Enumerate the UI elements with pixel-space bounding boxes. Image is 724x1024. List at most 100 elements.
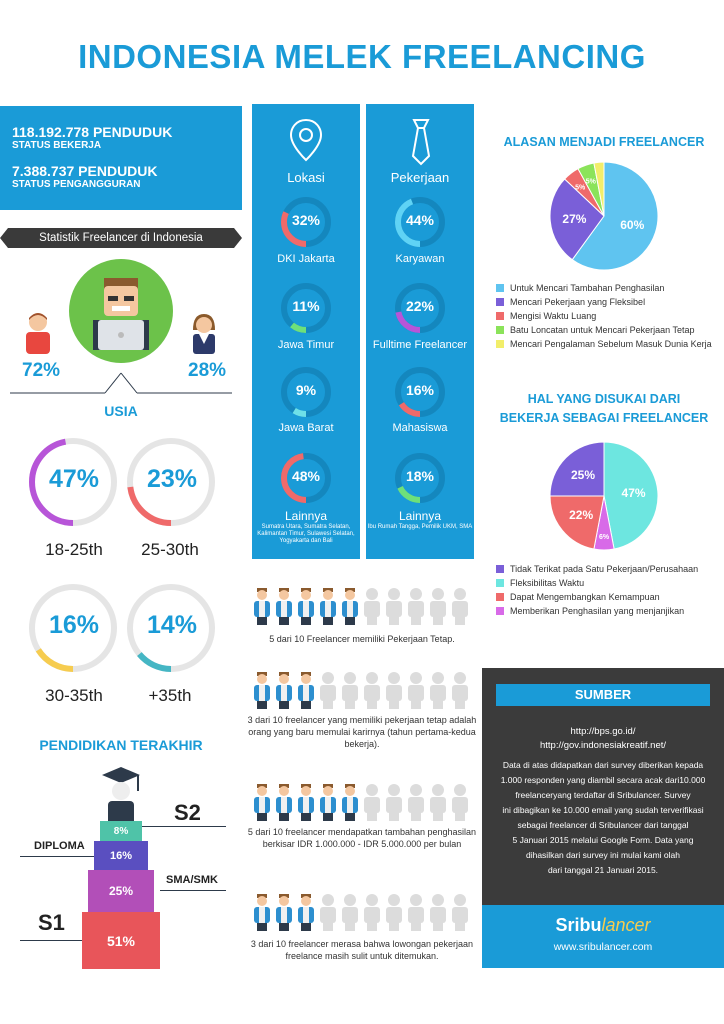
likes-legend: Tidak Terikat pada Satu Pekerjaan/Perusa… (496, 562, 720, 618)
source-line: dari tanggal 21 Januari 2015. (547, 865, 659, 875)
likes-pie-label: 47% (622, 486, 646, 500)
source-line: 5 Januari 2015 melalui Google Form. Data… (512, 835, 694, 845)
reasons-legend-item: Mencari Pekerjaan yang Fleksibel (496, 295, 720, 309)
person-icon (452, 672, 468, 709)
reasons-pie-label: 60% (620, 218, 644, 232)
s2-label: S2 (174, 800, 201, 825)
edu-bar-diploma: 16% (94, 841, 148, 870)
person-icon (342, 784, 358, 821)
reasons-pie-slice (549, 178, 605, 261)
age-ring-arc (29, 584, 117, 672)
people-row-2-text: 3 dari 10 freelancer yang memiliki peker… (247, 715, 477, 749)
location-pct-dki: 32% (291, 212, 321, 228)
age-label-30-35: 30-35th (45, 686, 103, 705)
reasons-legend-item: Batu Loncatan untuk Mencari Pekerjaan Te… (496, 323, 720, 337)
person-icon (342, 588, 358, 625)
location-ring-arc (281, 283, 331, 333)
reasons-legend-item: Mengisi Waktu Luang (496, 309, 720, 323)
source-line: freelanceryang terdaftar di Sribulancer.… (515, 790, 691, 800)
people-row-4-text: 3 dari 10 freelancer merasa bahwa lowong… (250, 939, 474, 961)
diploma-label: DIPLOMA (34, 840, 85, 852)
job-note: Ibu Rumah Tangga, Pemilik UKM, SMA (367, 524, 473, 530)
person-icon (386, 894, 402, 931)
location-note: Sumatra Utara, Sumatra Selatan, Kalimant… (257, 524, 355, 544)
likes-pie-label: 22% (569, 508, 593, 522)
diploma-line (20, 856, 96, 857)
job-pct-other: 18% (405, 468, 435, 484)
page-title: INDONESIA MELEK FREELANCING (78, 38, 646, 75)
person-icon (408, 672, 424, 709)
likes-pie-label: 25% (571, 468, 595, 482)
location-pct-jabar: 9% (295, 382, 317, 398)
location-pct-other: 48% (291, 468, 321, 484)
age-label-35-plus: +35th (148, 686, 192, 705)
likes-pie-chart: 47% 6% 22% 25% (549, 441, 659, 551)
person-icon (298, 588, 314, 625)
people-row-1-text: 5 dari 10 Freelancer memiliki Pekerjaan … (269, 634, 455, 644)
person-icon (342, 894, 358, 931)
person-icon (430, 784, 446, 821)
person-icon (364, 894, 380, 931)
brand-footer (482, 905, 724, 968)
legend-swatch (496, 340, 504, 348)
reasons-legend-item: Mencari Pengalaman Sebelum Masuk Dunia K… (496, 337, 720, 351)
reasons-pie-slice (571, 161, 659, 271)
person-icon (408, 588, 424, 625)
legend-text: Fleksibilitas Waktu (510, 578, 585, 588)
person-icon (320, 784, 336, 821)
location-ring-arc (281, 453, 331, 503)
location-ring-arc (281, 367, 331, 417)
person-icon (364, 672, 380, 709)
likes-pie-label: 6% (599, 534, 610, 541)
person-icon (364, 784, 380, 821)
person-icon (430, 672, 446, 709)
source-url-2[interactable]: http://gov.indonesiakreatif.net/ (539, 740, 667, 751)
likes-pie-slice (549, 495, 605, 550)
job-pct-mahasiswa: 16% (405, 382, 435, 398)
person-icon (298, 672, 314, 709)
brand-light: lancer (601, 915, 651, 935)
location-pin-icon (289, 118, 323, 162)
person-icon (276, 894, 292, 931)
reasons-legend: Untuk Mencari Tambahan Penghasilan Menca… (496, 281, 720, 351)
job-label-mahasiswa: Mahasiswa (392, 422, 448, 434)
location-label-jatim: Jawa Timur (277, 339, 335, 351)
likes-heading-line1: HAL YANG DISUKAI DARI (527, 392, 681, 406)
column-rings (281, 197, 445, 503)
age-label-25-30: 25-30th (141, 540, 199, 559)
source-url-1[interactable]: http://bps.go.id/ (570, 726, 636, 737)
legend-swatch (496, 326, 504, 334)
person-icon (430, 588, 446, 625)
legend-text: Memberikan Penghasilan yang menjanjikan (510, 606, 685, 616)
job-pct-karyawan: 44% (405, 212, 435, 228)
likes-legend-item: Fleksibilitas Waktu (496, 576, 720, 590)
s2-line (142, 826, 226, 827)
reasons-pie-slice (593, 161, 605, 217)
section-divider (10, 372, 232, 394)
job-heading: Pekerjaan (390, 170, 450, 185)
male-percentage: 72% (22, 360, 61, 381)
age-pct-30-35: 16% (48, 611, 100, 639)
brand-website[interactable]: www.sribulancer.com (553, 941, 653, 953)
likes-legend-item: Dapat Mengembangkan Kemampuan (496, 590, 720, 604)
job-pct-fulltime: 22% (405, 298, 435, 314)
source-line: sebagai freelancer di Sribulancer dari t… (517, 820, 689, 830)
population-stats-box: 118.192.778 PENDUDUK STATUS BEKERJA 7.38… (0, 106, 242, 210)
age-rings (29, 438, 215, 672)
employed-value: 118.192.778 PENDUDUK (12, 124, 173, 140)
reasons-pie-chart: 60% 27% 5%5% (549, 161, 659, 271)
legend-text: Dapat Mengembangkan Kemampuan (510, 592, 660, 602)
person-icon (254, 894, 270, 931)
s1-line (20, 940, 82, 941)
person-icon (452, 784, 468, 821)
person-icon (408, 894, 424, 931)
person-icon (276, 784, 292, 821)
likes-pie-slice (549, 441, 605, 497)
male-icon (26, 313, 50, 354)
edu-bar-s2: 8% (100, 821, 142, 841)
person-icon (276, 588, 292, 625)
people-row-3-text: 5 dari 10 freelancer mendapatkan tambaha… (247, 827, 477, 849)
source-description: Data di atas didapatkan dari survey dibe… (488, 758, 718, 878)
likes-legend-item: Tidak Terikat pada Satu Pekerjaan/Perusa… (496, 562, 720, 576)
location-label-dki: DKI Jakarta (277, 253, 335, 265)
